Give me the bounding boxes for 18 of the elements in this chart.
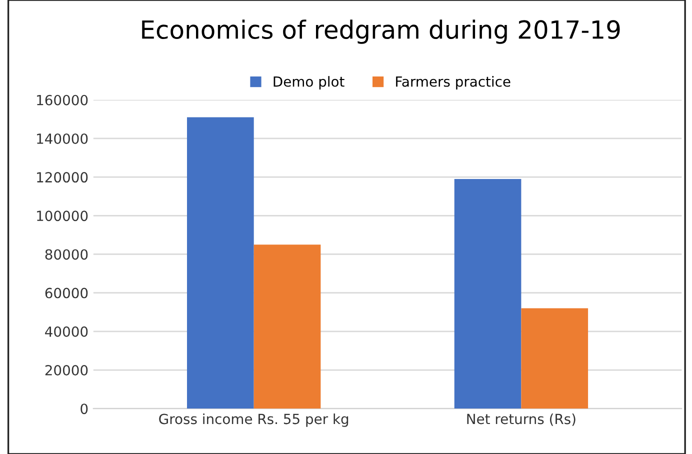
y-tick-label: 40000 <box>45 326 88 337</box>
y-tick-label: 140000 <box>37 133 88 144</box>
y-tick-label: 100000 <box>37 210 88 222</box>
bar <box>186 117 254 409</box>
legend-label: Demo plot <box>274 76 344 90</box>
bar <box>454 178 522 409</box>
legend-label: Farmers practice <box>396 76 510 90</box>
y-tick-label: 60000 <box>45 288 88 298</box>
y-tick-label: 80000 <box>45 249 88 260</box>
bar <box>254 244 321 409</box>
x-tick-label: Net returns (Rs) <box>467 413 576 426</box>
x-tick-label: Gross income Rs. 55 per kg <box>159 413 348 427</box>
chart-title: Economics of redgram during 2017-19 <box>142 20 620 44</box>
y-tick-label: 120000 <box>37 172 88 183</box>
y-tick-label: 0 <box>80 404 88 414</box>
y-tick-label: 160000 <box>37 94 88 106</box>
y-tick-label: 20000 <box>45 364 88 376</box>
bar <box>521 308 588 409</box>
